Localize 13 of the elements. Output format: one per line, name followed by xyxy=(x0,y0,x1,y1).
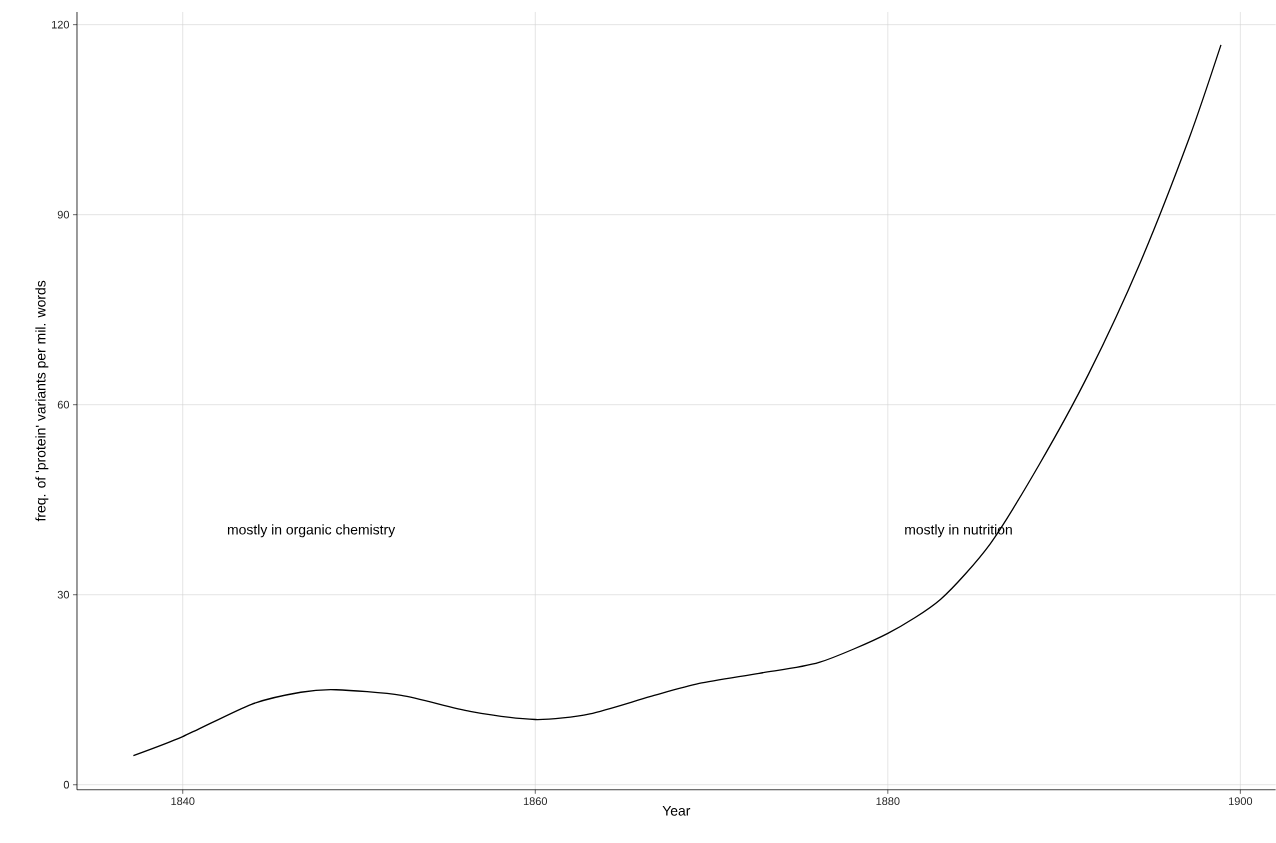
x-tick-label: 1880 xyxy=(876,797,900,806)
x-tick-label: 1900 xyxy=(1229,797,1253,806)
x-axis-title: Year xyxy=(662,806,691,816)
y-tick-label: 60 xyxy=(57,400,70,409)
y-axis-title: freq. of 'protein' variants per mil. words xyxy=(35,280,49,522)
x-tick-label: 1860 xyxy=(523,797,548,806)
line-series xyxy=(132,44,1222,757)
y-tick-label: 30 xyxy=(57,590,70,599)
y-tick-label: 120 xyxy=(52,20,70,29)
y-tick-label: 0 xyxy=(63,780,70,789)
x-tick-label: 1840 xyxy=(171,797,195,806)
annotation: mostly in organic chemistry xyxy=(227,524,396,538)
y-tick-label: 90 xyxy=(57,210,70,219)
